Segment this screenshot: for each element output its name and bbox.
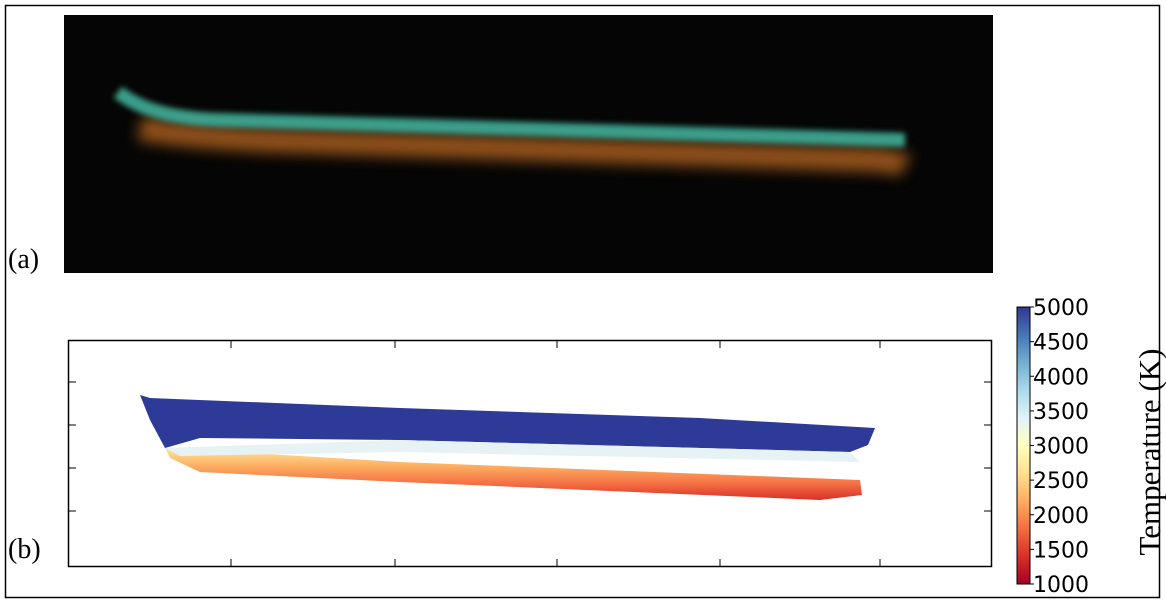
cyan-glow [113, 86, 906, 147]
colorbar-tick-label: 1500 [1033, 538, 1089, 563]
colorbar-tick-label: 4000 [1033, 365, 1089, 390]
colorbar-tick-label: 3000 [1033, 435, 1089, 460]
colorbar-tick-label: 2500 [1033, 469, 1089, 494]
colorbar-tick-label: 1000 [1033, 573, 1089, 598]
orange-glow [137, 116, 912, 177]
colorbar-tick-label: 5000 [1033, 296, 1089, 321]
mid-band [165, 440, 860, 462]
colorbar-tick-label: 2000 [1033, 504, 1089, 529]
hot-band [165, 448, 862, 500]
colorbar-label: Temperature (K) [1132, 349, 1166, 556]
colorbar-tick-label: 3500 [1033, 400, 1089, 425]
cold-band [140, 395, 875, 452]
frame [4, 4, 1161, 599]
colorbar-tick-label: 4500 [1033, 331, 1089, 356]
axis-ticks [69, 341, 991, 566]
panel-label: (a) [8, 244, 39, 275]
panel-label: (b) [8, 534, 41, 565]
colorbar [1016, 306, 1031, 585]
